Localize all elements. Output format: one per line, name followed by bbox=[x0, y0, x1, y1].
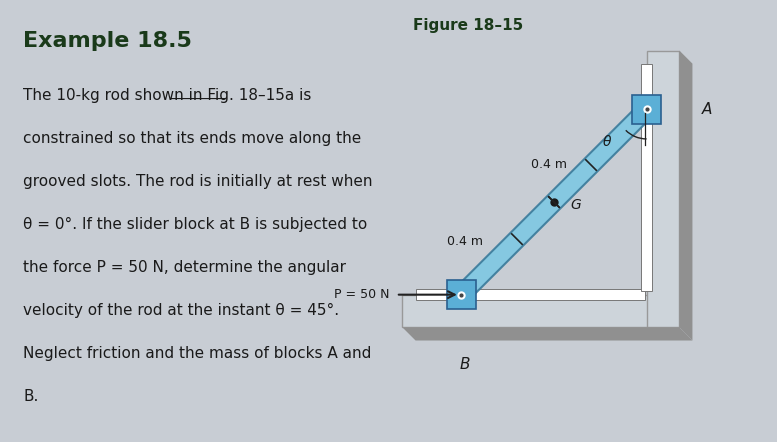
Polygon shape bbox=[402, 328, 692, 340]
Polygon shape bbox=[641, 64, 652, 291]
Text: Neglect friction and the mass of blocks A and: Neglect friction and the mass of blocks … bbox=[23, 346, 371, 361]
Text: 0.4 m: 0.4 m bbox=[531, 158, 567, 171]
Text: B.: B. bbox=[23, 389, 39, 404]
Polygon shape bbox=[646, 50, 679, 328]
Polygon shape bbox=[402, 295, 679, 328]
Text: Figure 18–15: Figure 18–15 bbox=[413, 18, 524, 33]
Text: constrained so that its ends move along the: constrained so that its ends move along … bbox=[23, 131, 361, 146]
Text: 0.4 m: 0.4 m bbox=[447, 235, 483, 248]
Polygon shape bbox=[447, 280, 476, 309]
Text: grooved slots. The rod is initially at rest when: grooved slots. The rod is initially at r… bbox=[23, 174, 373, 189]
Polygon shape bbox=[632, 95, 661, 124]
Text: velocity of the rod at the instant θ = 45°.: velocity of the rod at the instant θ = 4… bbox=[23, 303, 340, 318]
Text: the force P = 50 N, determine the angular: the force P = 50 N, determine the angula… bbox=[23, 260, 347, 275]
Polygon shape bbox=[416, 290, 645, 300]
Text: Example 18.5: Example 18.5 bbox=[23, 31, 192, 51]
Text: B: B bbox=[459, 357, 470, 372]
Text: θ = 0°. If the slider block at B is subjected to: θ = 0°. If the slider block at B is subj… bbox=[23, 217, 368, 232]
Text: θ: θ bbox=[603, 135, 611, 149]
Text: A: A bbox=[702, 102, 713, 117]
Polygon shape bbox=[455, 103, 653, 301]
Text: P = 50 N: P = 50 N bbox=[334, 288, 389, 301]
Text: The 10-kg rod shown in Fig. 18–15a is: The 10-kg rod shown in Fig. 18–15a is bbox=[23, 88, 312, 103]
Polygon shape bbox=[679, 50, 692, 340]
Text: G: G bbox=[570, 198, 581, 212]
